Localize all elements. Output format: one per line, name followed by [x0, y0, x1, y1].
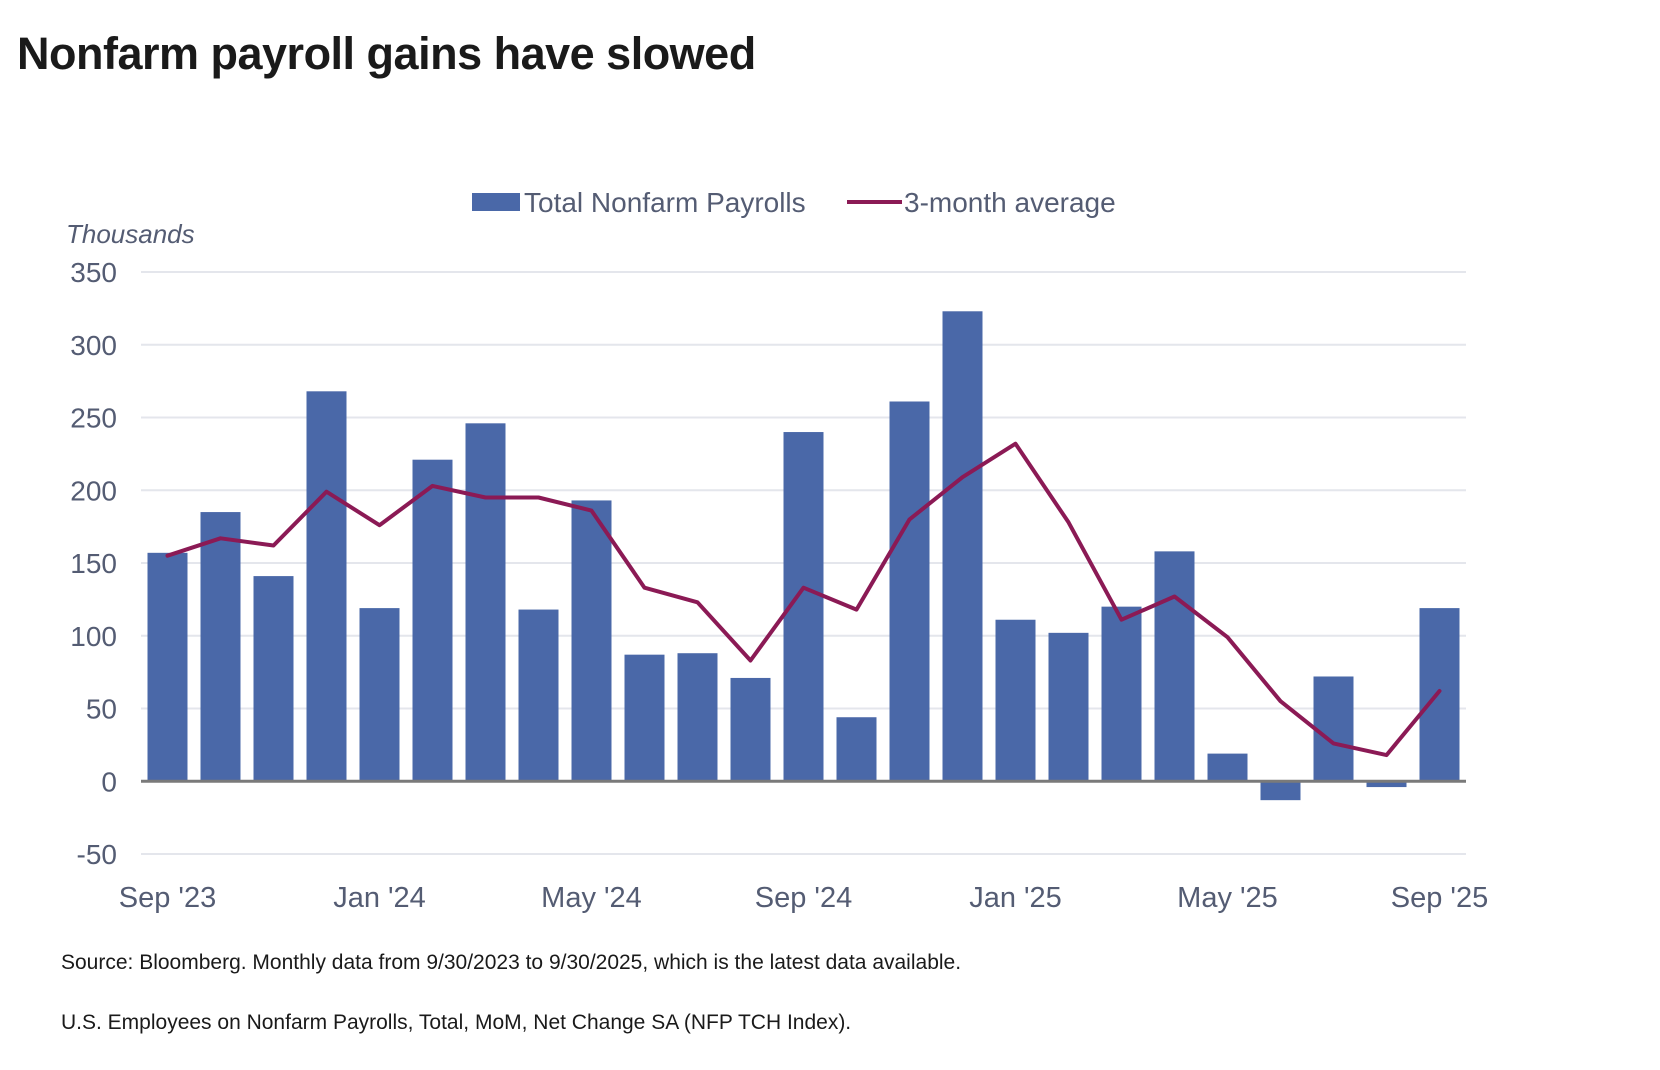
bar [571, 500, 612, 782]
y-tick-label: 150 [70, 548, 117, 579]
legend-label-line: 3-month average [904, 187, 1116, 218]
bar [1419, 608, 1460, 782]
bar [359, 608, 400, 782]
page-title: Nonfarm payroll gains have slowed [17, 28, 756, 79]
legend-label-bars: Total Nonfarm Payrolls [524, 187, 806, 218]
bar [1207, 753, 1248, 782]
bar [1260, 781, 1301, 801]
x-tick-label: Sep '25 [1391, 882, 1488, 914]
bar [1313, 676, 1354, 782]
x-tick-label: Sep '23 [119, 882, 216, 914]
bar [624, 654, 665, 782]
bar [889, 401, 930, 782]
y-tick-label: 250 [70, 403, 117, 434]
average-line [165, 441, 1442, 758]
bar [942, 311, 983, 782]
bar [465, 423, 506, 782]
bar [306, 391, 347, 782]
bar [200, 512, 241, 782]
y-tick-label: 200 [70, 475, 117, 506]
bar [412, 459, 453, 782]
y-tick-label: 300 [70, 330, 117, 361]
x-tick-label: Jan '24 [333, 882, 426, 914]
bar [147, 552, 188, 782]
y-tick-label: -50 [77, 839, 117, 870]
bar [253, 576, 294, 782]
y-tick-label: 350 [70, 257, 117, 288]
x-tick-label: May '25 [1177, 882, 1278, 914]
y-axis-label: Thousands [66, 219, 195, 249]
bar [995, 619, 1036, 782]
legend-swatch-bars [472, 193, 520, 211]
bar [730, 677, 771, 782]
average-line-path [165, 441, 1442, 758]
x-axis-ticks: Sep '23 Jan '24 May '24 Sep '24 Jan '25 May '… [119, 882, 1488, 914]
bar [836, 717, 877, 782]
bar [518, 609, 559, 782]
y-tick-label: 0 [101, 766, 117, 797]
payrolls-chart: Total Nonfarm Payrolls 3-month average T… [66, 187, 1488, 914]
y-tick-label: 100 [70, 621, 117, 652]
bar [1048, 632, 1089, 782]
x-tick-label: Jan '25 [969, 882, 1062, 914]
bar [1101, 606, 1142, 782]
y-tick-label: 50 [86, 694, 117, 725]
bar [677, 653, 718, 782]
bars [147, 311, 1460, 801]
bar [1154, 551, 1195, 782]
source-note: Source: Bloomberg. Monthly data from 9/3… [61, 951, 962, 974]
legend: Total Nonfarm Payrolls 3-month average [472, 187, 1116, 218]
x-tick-label: Sep '24 [755, 882, 852, 914]
series-note: U.S. Employees on Nonfarm Payrolls, Tota… [61, 1011, 852, 1034]
bar [1366, 781, 1407, 788]
y-axis-ticks: 350 300 250 200 150 100 50 0 -50 [70, 257, 117, 870]
x-tick-label: May '24 [541, 882, 642, 914]
